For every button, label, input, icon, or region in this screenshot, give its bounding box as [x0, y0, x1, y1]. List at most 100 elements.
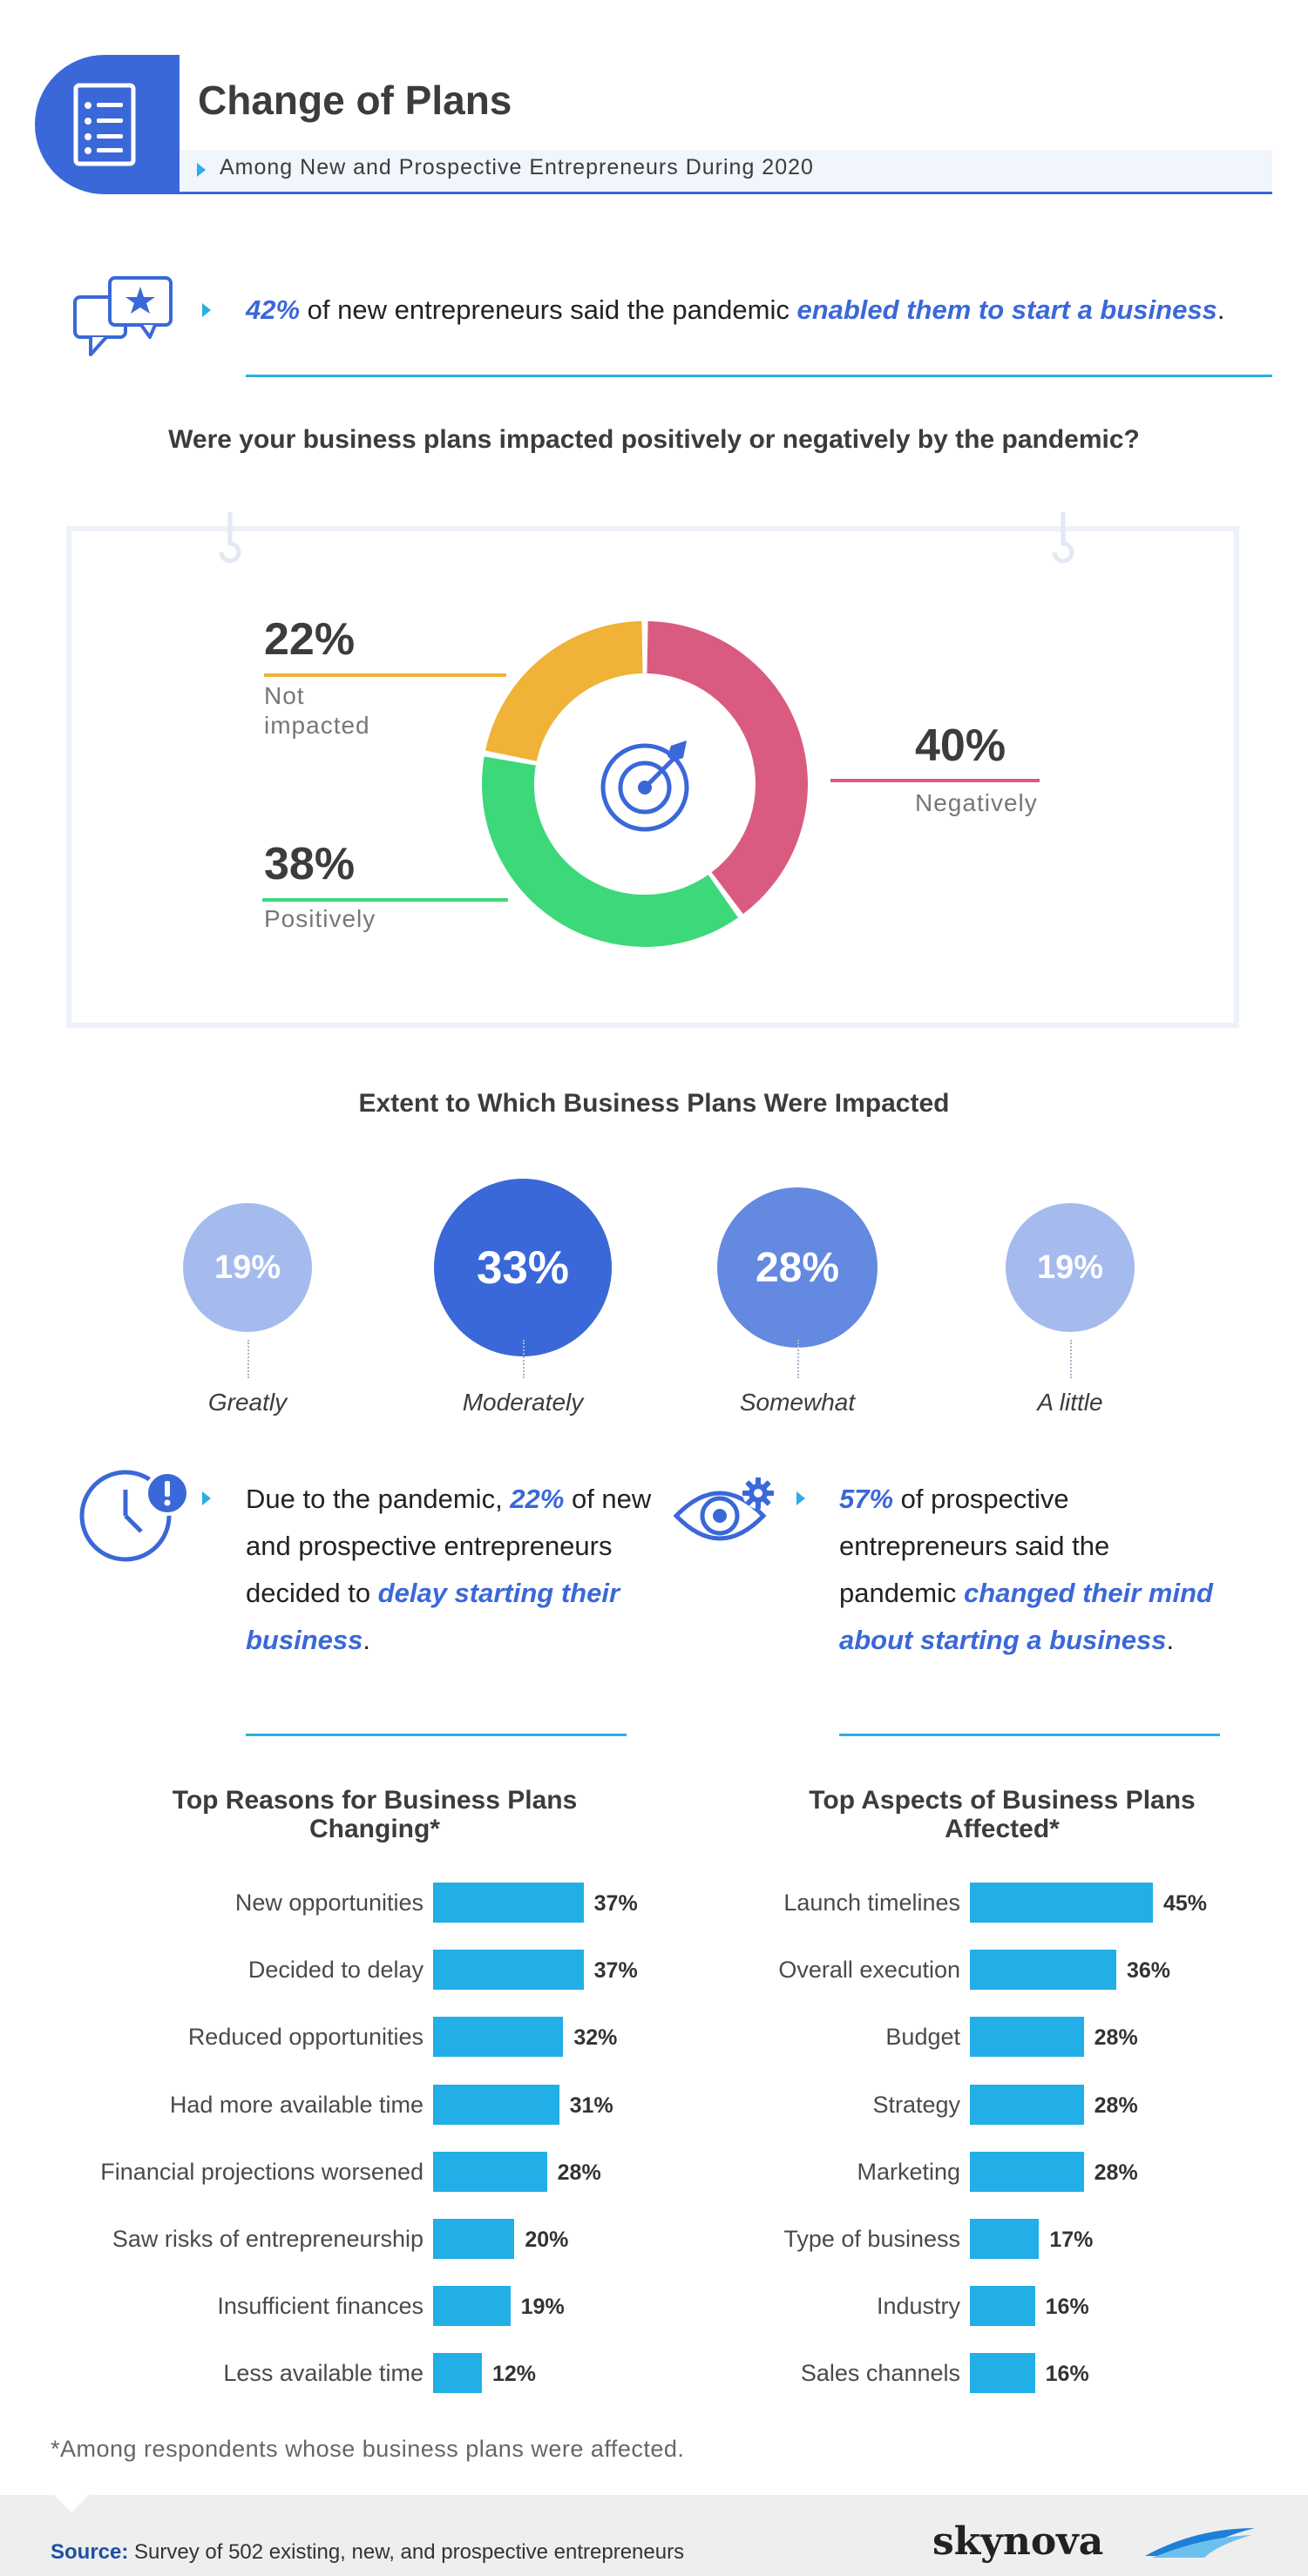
bar-value: 37% [593, 1891, 638, 1916]
divider [246, 375, 1272, 377]
bar-saw-risks-of-entrepreneurship [433, 2219, 515, 2259]
reasons-title: Top Reasons for Business Plans Changing* [172, 1786, 578, 1843]
bar-strategy [970, 2084, 1084, 2125]
bar-value: 16% [1045, 2295, 1089, 2320]
bar-sales-channels [970, 2353, 1035, 2394]
extent-title: Extent to Which Business Plans Were Impa… [358, 1089, 950, 1118]
bullet-arrow-icon [796, 1491, 805, 1505]
bar-budget [970, 2017, 1084, 2058]
bar-value: 31% [569, 2093, 613, 2118]
leader-positively [262, 898, 508, 902]
bar-label: Launch timelines [783, 1890, 960, 1916]
positively-label: Positively [264, 905, 376, 932]
donut-slice-positively [482, 756, 738, 947]
header-icon-badge [35, 55, 180, 194]
extent-label: Greatly [207, 1389, 288, 1416]
not-impacted-pct: 22% [264, 614, 356, 665]
bar-reduced-opportunities [433, 2017, 564, 2058]
bar-label: Strategy [872, 2091, 960, 2118]
stat-start-business: 42% of new entrepreneurs said the pandem… [246, 294, 1225, 325]
bar-launch-timelines [970, 1883, 1153, 1923]
bar-less-available-time [433, 2353, 482, 2394]
bar-value: 32% [573, 2025, 618, 2051]
bar-value: 28% [1094, 2025, 1138, 2051]
hook-icon [219, 512, 241, 564]
footer-bar [0, 2495, 1308, 2576]
not-impacted-label: Not impacted [264, 682, 370, 739]
page-title: Change of Plans [198, 78, 512, 123]
bar-label: Insufficient finances [217, 2293, 424, 2320]
bar-financial-projections-worsened [433, 2151, 547, 2192]
aspects-title: Top Aspects of Business Plans Affected* [809, 1786, 1196, 1843]
bar-label: Budget [885, 2024, 960, 2051]
bar-value: 20% [525, 2228, 569, 2252]
donut-frame [66, 526, 1239, 1028]
extent-label: Moderately [462, 1389, 584, 1416]
wave-logo-icon [1145, 2528, 1255, 2558]
extent-bubble-greatly: 19% [183, 1203, 312, 1332]
extent-label: Somewhat [739, 1389, 856, 1416]
bar-overall-execution [970, 1950, 1116, 1991]
bar-value: 28% [1094, 2093, 1138, 2118]
bar-value: 36% [1127, 1958, 1171, 1984]
donut-slice-negatively [646, 621, 808, 915]
footnote: *Among respondents whose business plans … [51, 2436, 685, 2462]
leader-negatively [830, 779, 1040, 782]
dotted-connector [797, 1340, 799, 1378]
bar-value: 17% [1049, 2228, 1094, 2252]
bullet-arrow-icon [202, 303, 211, 317]
bar-value: 37% [593, 1958, 638, 1984]
bar-new-opportunities [433, 1883, 584, 1923]
delay-stat: Due to the pandemic, 22% of new and pros… [246, 1484, 652, 1655]
footer-notch [54, 2495, 89, 2512]
bar-label: Industry [876, 2293, 960, 2320]
extent-label: A little [1037, 1389, 1103, 1416]
bar-label: Sales channels [800, 2360, 960, 2387]
bar-value: 45% [1163, 1891, 1208, 1916]
bar-value: 16% [1045, 2362, 1089, 2387]
extent-bubble-somewhat: 28% [717, 1187, 878, 1348]
target-icon [600, 740, 689, 832]
bar-had-more-available-time [433, 2084, 559, 2125]
bar-value: 28% [557, 2160, 601, 2185]
leader-not-impacted [264, 673, 506, 677]
bar-label: Reduced opportunities [187, 2024, 424, 2051]
positively-pct: 38% [264, 839, 356, 889]
negatively-label: Negatively [915, 789, 1038, 816]
bar-label: Saw risks of entrepreneurship [112, 2226, 424, 2252]
bar-industry [970, 2286, 1035, 2327]
bar-label: Had more available time [169, 2091, 424, 2118]
bar-insufficient-finances [433, 2286, 511, 2327]
extent-bubble-a-little: 19% [1006, 1203, 1135, 1332]
page-subtitle: Among New and Prospective Entrepreneurs … [220, 155, 814, 179]
bar-label: Less available time [223, 2360, 424, 2387]
extent-bubble-moderately: 33% [434, 1179, 612, 1356]
subtitle-bar [180, 150, 1272, 194]
divider [839, 1734, 1220, 1736]
donut-chart [482, 621, 808, 947]
dotted-connector [247, 1340, 249, 1378]
bar-marketing [970, 2151, 1084, 2192]
bar-label: Marketing [857, 2158, 960, 2185]
bar-label: New opportunities [234, 1890, 424, 1916]
eye-gear-icon [673, 1477, 774, 1541]
bar-label: Type of business [783, 2226, 960, 2252]
dotted-connector [1070, 1340, 1072, 1378]
dotted-connector [523, 1340, 525, 1378]
bar-value: 19% [520, 2295, 565, 2320]
chat-star-icon [73, 276, 173, 356]
bar-type-of-business [970, 2219, 1040, 2259]
bullet-arrow-icon [202, 1491, 211, 1505]
bar-label: Decided to delay [247, 1957, 424, 1984]
clock-alert-icon [79, 1470, 190, 1562]
donut-question: Were your business plans impacted positi… [168, 425, 1140, 454]
bar-label: Financial projections worsened [100, 2158, 424, 2185]
donut-slice-not-impacted [485, 621, 644, 762]
mind-stat: 57% of prospective entrepreneurs said th… [839, 1484, 1213, 1655]
source-line: Source: Survey of 502 existing, new, and… [51, 2540, 685, 2564]
document-list-icon [73, 83, 136, 166]
bar-value: 12% [492, 2362, 537, 2387]
negatively-pct: 40% [915, 720, 1006, 771]
brand-logo: skynova [932, 2519, 1104, 2564]
hook-icon [1052, 512, 1074, 564]
